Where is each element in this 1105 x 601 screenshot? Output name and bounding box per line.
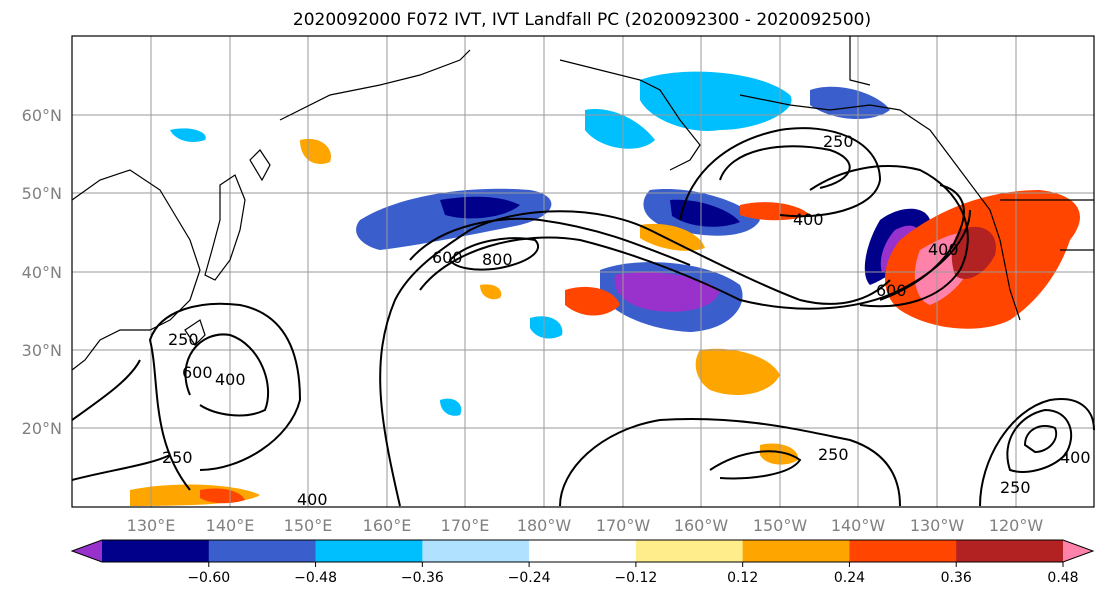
contour-label: 400 (928, 240, 959, 259)
neg-region-small-1 (530, 316, 563, 339)
contour-label: 400 (215, 370, 246, 389)
colorbar-swatch (742, 540, 850, 562)
lon-label: 140°E (206, 516, 255, 535)
colorbar: −0.60 −0.48 −0.36 −0.24 −0.12 0.12 0.24 0.36 0.4… (70, 539, 1095, 586)
colorbar-tick-label: 0.48 (1047, 570, 1078, 586)
colorbar-tick-label: −0.24 (508, 570, 551, 586)
contour-label: 600 (432, 248, 463, 267)
colorbar-swatch (422, 540, 530, 562)
contour-label: 250 (1000, 478, 1031, 497)
ivt-contours (71, 127, 1095, 507)
colorbar-under-arrow (72, 540, 102, 562)
pos-region-sw-core (200, 488, 245, 504)
lat-label: 60°N (22, 106, 62, 125)
pos-region-small-1 (480, 284, 502, 300)
lon-label: 150°W (753, 516, 808, 535)
colorbar-swatch (635, 540, 744, 562)
figure-title: 2020092000 F072 IVT, IVT Landfall PC (20… (293, 10, 871, 30)
colorbar-tick-label: −0.36 (401, 570, 444, 586)
colorbar-tick-label: 0.36 (941, 570, 972, 586)
lon-label: 150°E (284, 516, 333, 535)
contour-label: 800 (482, 250, 513, 269)
neg-region-bering (585, 109, 655, 149)
colorbar-tick-label: −0.12 (614, 570, 657, 586)
lon-label: 170°W (596, 516, 651, 535)
colorbar-over-arrow (1063, 540, 1093, 562)
neg-region-west-1-core (440, 196, 520, 219)
longitude-labels: 130°E 140°E 150°E 160°E 170°E 180°W 170°… (127, 516, 1044, 535)
latitude-labels: 60°N 50°N 40°N 30°N 20°N (22, 106, 62, 438)
lon-label: 130°E (127, 516, 176, 535)
lat-label: 50°N (22, 184, 62, 203)
contour-label: 250 (168, 330, 199, 349)
contour-label: 400 (297, 490, 328, 509)
contour-label: 250 (162, 448, 193, 467)
contour-label: 250 (823, 132, 854, 151)
lat-label: 30°N (22, 341, 62, 360)
colorbar-swatch (102, 540, 210, 562)
colorbar-swatch (315, 540, 423, 562)
lat-label: 20°N (22, 419, 62, 438)
coastlines (71, 36, 1094, 371)
lon-label: 160°E (363, 516, 412, 535)
colorbar-tick-label: −0.48 (294, 570, 337, 586)
neg-region-gulf (810, 86, 890, 120)
lon-label: 140°W (831, 516, 886, 535)
lon-label: 160°W (674, 516, 729, 535)
contour-label: 600 (876, 281, 907, 300)
contour-label: 600 (182, 363, 213, 382)
contour-label: 400 (1060, 448, 1091, 467)
neg-region-small-2 (440, 398, 462, 416)
colorbar-tick-label: −0.60 (187, 570, 230, 586)
colorbar-swatch (208, 540, 317, 562)
pos-region-south-2 (760, 443, 799, 465)
lon-label: 180°W (517, 516, 572, 535)
pos-region-mid-2 (640, 223, 705, 251)
contour-label: 250 (818, 445, 849, 464)
lon-label: 130°W (910, 516, 965, 535)
colorbar-tick-label: 0.12 (727, 570, 758, 586)
pos-region-central (565, 286, 620, 316)
colorbar-tick-label: 0.24 (834, 570, 865, 586)
neg-region-mid-1-core (670, 199, 740, 227)
contour-label: 400 (793, 210, 824, 229)
map-panel: 250 400 600 800 600 400 250 600 400 250 … (71, 35, 1095, 509)
colorbar-outline (70, 539, 1095, 563)
neg-region-small-3 (170, 128, 206, 142)
lon-label: 170°E (441, 516, 490, 535)
pos-region-south (695, 348, 780, 395)
map-frame (71, 35, 1095, 508)
lon-label: 120°W (989, 516, 1044, 535)
colorbar-swatch (849, 540, 957, 562)
colorbar-swatch (956, 540, 1064, 562)
colorbar-swatch (529, 540, 637, 562)
lat-label: 40°N (22, 263, 62, 282)
ivt-shading (130, 71, 1080, 506)
contour-labels: 250 400 600 800 600 400 250 600 400 250 … (162, 132, 1091, 509)
neg-region-mid-2-core (614, 272, 720, 312)
